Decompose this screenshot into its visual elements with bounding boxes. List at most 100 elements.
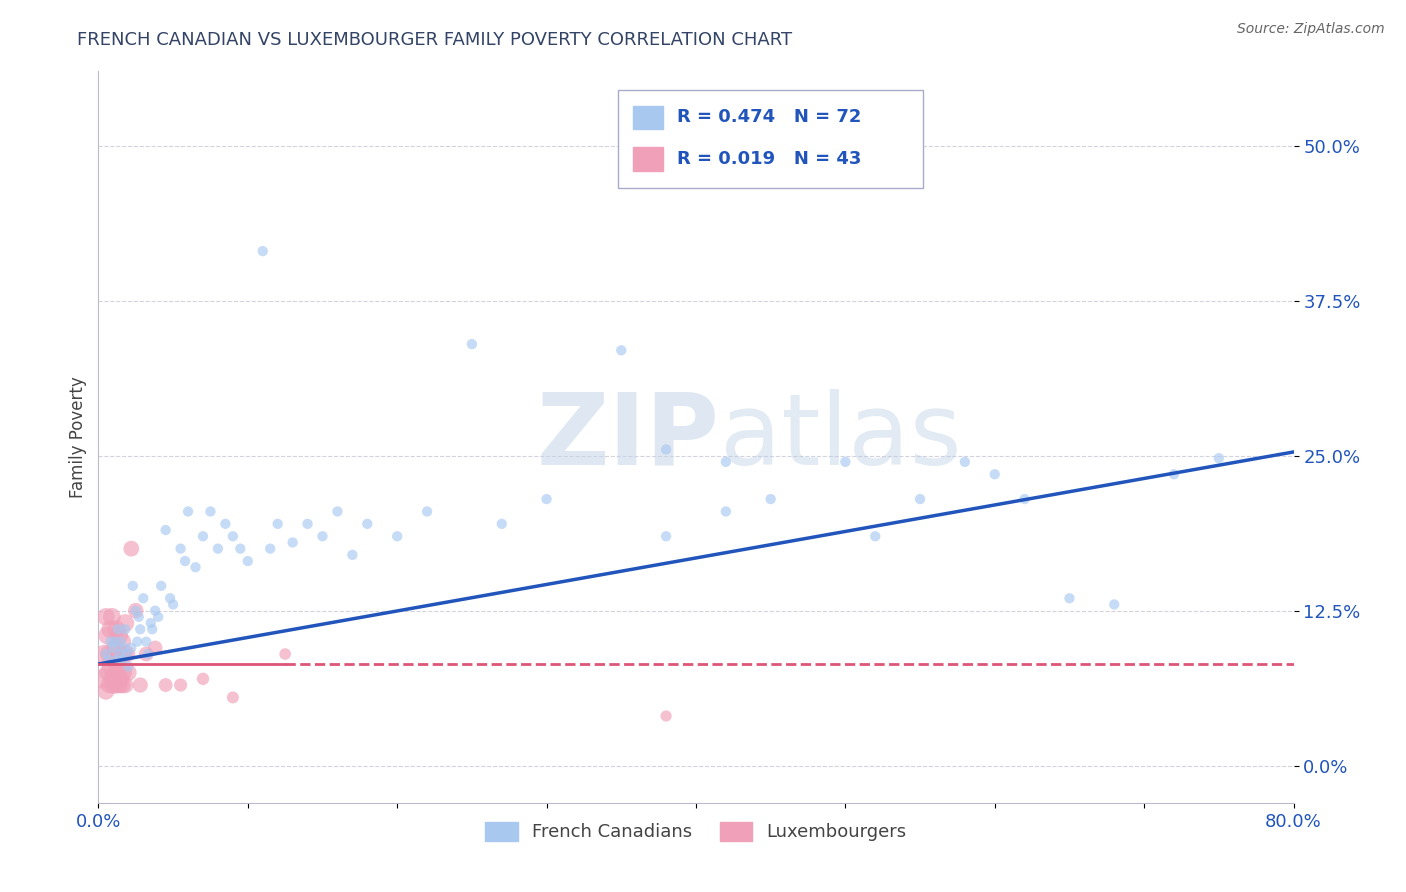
- Point: [252, 244, 274, 259]
- Point: [120, 541, 142, 556]
- Point: [101, 610, 124, 624]
- Point: [103, 653, 125, 667]
- Point: [107, 622, 129, 636]
- Point: [127, 634, 149, 648]
- Point: [356, 516, 378, 531]
- FancyBboxPatch shape: [619, 90, 922, 188]
- Point: [953, 455, 976, 469]
- Point: [155, 523, 177, 537]
- Point: [129, 622, 152, 636]
- Point: [108, 678, 131, 692]
- Point: [101, 672, 124, 686]
- Point: [96, 628, 118, 642]
- Point: [97, 653, 120, 667]
- Point: [274, 647, 297, 661]
- Bar: [633, 106, 662, 129]
- Text: Source: ZipAtlas.com: Source: ZipAtlas.com: [1237, 22, 1385, 37]
- Point: [326, 504, 349, 518]
- Point: [536, 491, 558, 506]
- Point: [111, 653, 134, 667]
- Point: [177, 504, 200, 518]
- Point: [267, 516, 290, 531]
- Point: [135, 647, 157, 661]
- Text: R = 0.019   N = 43: R = 0.019 N = 43: [676, 150, 862, 168]
- Point: [169, 541, 191, 556]
- Point: [114, 615, 136, 630]
- Point: [385, 529, 409, 543]
- Point: [107, 665, 129, 680]
- Point: [655, 442, 678, 457]
- Point: [108, 628, 131, 642]
- Point: [491, 516, 513, 531]
- Point: [107, 653, 129, 667]
- Point: [174, 554, 197, 568]
- Bar: [633, 147, 662, 171]
- Point: [117, 659, 139, 673]
- Point: [105, 653, 128, 667]
- Point: [214, 516, 236, 531]
- Point: [229, 541, 252, 556]
- Point: [125, 604, 148, 618]
- Point: [94, 610, 117, 624]
- Point: [91, 672, 114, 686]
- Point: [135, 634, 157, 648]
- Point: [110, 672, 132, 686]
- Point: [121, 579, 143, 593]
- Point: [129, 678, 152, 692]
- Point: [714, 504, 737, 518]
- Point: [311, 529, 333, 543]
- Text: atlas: atlas: [720, 389, 962, 485]
- Point: [105, 622, 128, 636]
- Point: [150, 579, 173, 593]
- Point: [169, 678, 191, 692]
- Point: [97, 647, 120, 661]
- Point: [114, 622, 136, 636]
- Point: [416, 504, 439, 518]
- Point: [108, 647, 131, 661]
- Point: [1059, 591, 1081, 606]
- Text: FRENCH CANADIAN VS LUXEMBOURGER FAMILY POVERTY CORRELATION CHART: FRENCH CANADIAN VS LUXEMBOURGER FAMILY P…: [77, 31, 793, 49]
- Point: [98, 622, 122, 636]
- Point: [1208, 451, 1230, 466]
- Point: [236, 554, 259, 568]
- Point: [104, 640, 127, 655]
- Point: [112, 665, 135, 680]
- Point: [342, 548, 364, 562]
- Point: [984, 467, 1007, 482]
- Point: [908, 491, 931, 506]
- Point: [104, 665, 127, 680]
- Point: [136, 647, 159, 661]
- Point: [120, 640, 142, 655]
- Point: [111, 678, 134, 692]
- Point: [191, 529, 214, 543]
- Point: [191, 672, 214, 686]
- Point: [655, 709, 678, 723]
- Point: [610, 343, 633, 358]
- Point: [155, 678, 177, 692]
- Point: [115, 647, 138, 661]
- Point: [141, 622, 163, 636]
- Point: [98, 634, 122, 648]
- Point: [103, 640, 125, 655]
- Legend: French Canadians, Luxembourgers: French Canadians, Luxembourgers: [478, 814, 914, 848]
- Point: [104, 634, 127, 648]
- Point: [162, 598, 184, 612]
- Point: [139, 615, 162, 630]
- Point: [184, 560, 207, 574]
- Point: [143, 640, 166, 655]
- Point: [281, 535, 304, 549]
- Point: [759, 491, 782, 506]
- Point: [128, 610, 150, 624]
- Point: [865, 529, 887, 543]
- Point: [112, 640, 135, 655]
- Point: [834, 455, 856, 469]
- Point: [110, 647, 132, 661]
- Point: [207, 541, 229, 556]
- Point: [222, 529, 245, 543]
- Point: [259, 541, 281, 556]
- Point: [112, 647, 135, 661]
- Point: [93, 647, 115, 661]
- Point: [115, 647, 138, 661]
- Point: [105, 678, 128, 692]
- Point: [117, 665, 139, 680]
